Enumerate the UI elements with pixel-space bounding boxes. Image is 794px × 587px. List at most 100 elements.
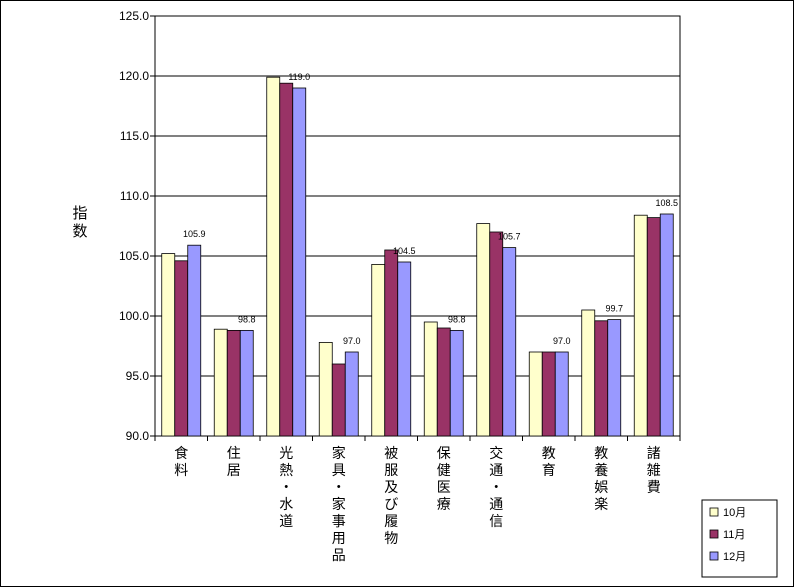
x-category-char: 交 [489,445,503,462]
x-category-char: 服 [384,463,398,479]
y-tick-label: 125.0 [119,9,149,23]
y-tick-label: 95.0 [126,369,150,383]
legend-swatch [709,529,719,539]
x-category-char: 被 [384,446,398,462]
y-tick-label: 120.0 [119,69,149,83]
bar [397,261,412,437]
x-category-char: 通 [489,463,503,479]
bar [502,247,517,437]
x-category-char: 光 [279,446,293,462]
legend: 10月 11月 12月 [701,499,778,578]
data-label: 108.5 [655,198,678,208]
x-category-char: 養 [594,462,608,479]
data-label: 98.8 [238,314,256,324]
bar [279,82,294,437]
x-category-char: 及 [384,480,398,496]
bar [331,363,346,437]
bar [239,329,254,437]
x-category-char: 住 [227,446,241,462]
legend-swatch [709,507,719,517]
bar [344,351,359,437]
legend-swatch [709,551,719,561]
x-category-label: 諸雑費 [647,446,661,496]
y-axis-label-char-2: 数 [72,222,87,240]
x-category-char: 諸 [647,446,661,462]
x-category-label: 交通・通信 [489,445,503,530]
x-category-label: 教育 [542,446,556,479]
x-category-char: 品 [332,548,346,564]
x-category-char: び [384,497,398,513]
x-category-char: 雑 [647,463,661,479]
x-category-char: 教 [542,446,556,462]
x-category-label: 住居 [227,446,241,479]
bar [423,321,438,437]
bar [633,214,648,437]
legend-label: 11月 [723,529,745,541]
y-tick-label: 110.0 [120,189,149,203]
x-category-char: 食 [174,445,188,462]
x-category-char: 家 [332,496,346,513]
data-label: 97.0 [553,336,571,346]
data-label: 98.8 [448,314,466,324]
x-category-char: ・ [489,480,503,496]
bar [554,351,569,437]
x-category-char: 熱 [279,463,293,479]
bar [292,87,307,437]
y-tick-label: 90.0 [126,429,150,443]
bar [174,260,189,437]
x-category-char: 信 [489,514,503,530]
legend-label: 10月 [723,507,746,519]
bar [318,341,333,437]
x-category-char: 家 [332,445,346,462]
y-axis-label: 指 [72,204,87,222]
x-category-char: 療 [437,496,451,513]
bar [161,253,176,437]
bar [266,76,281,437]
bar [213,328,228,437]
data-label: 99.7 [605,304,623,314]
bar [594,320,609,437]
data-label: 104.5 [393,246,416,256]
x-category-char: 物 [384,531,398,547]
x-category-label: 光熱・水道 [279,446,293,530]
x-category-char: 教 [594,446,608,462]
data-label: 105.7 [498,232,521,242]
x-category-char: ・ [279,480,293,496]
x-category-char: ・ [332,480,346,496]
bar [607,319,622,437]
y-tick-label: 115.0 [120,129,149,143]
x-category-char: 育 [542,463,556,479]
x-category-char: 履 [384,514,398,530]
bar [541,351,556,437]
data-label: 105.9 [183,229,206,239]
x-category-char: 健 [437,463,451,479]
data-label: 97.0 [343,336,361,346]
bar [187,244,202,437]
x-category-char: 事 [332,514,346,530]
data-label: 119.0 [288,72,310,82]
y-tick-label: 105.0 [119,249,149,263]
bar [581,309,596,437]
y-tick-label: 100.0 [119,309,149,323]
x-category-char: 楽 [594,497,608,513]
bar [449,329,464,437]
x-category-char: 用 [332,531,346,547]
x-category-char: 居 [227,463,241,479]
bar [646,217,661,437]
bar [384,249,399,437]
bar [489,231,504,437]
bar [371,263,386,437]
x-category-char: 水 [279,497,293,513]
x-category-label: 食料 [174,445,188,479]
x-category-char: 娯 [594,480,608,496]
x-category-char: 費 [647,480,661,496]
bar [476,223,491,437]
bar [226,329,241,437]
x-category-char: 具 [332,463,346,479]
x-category-char: 料 [174,463,188,479]
